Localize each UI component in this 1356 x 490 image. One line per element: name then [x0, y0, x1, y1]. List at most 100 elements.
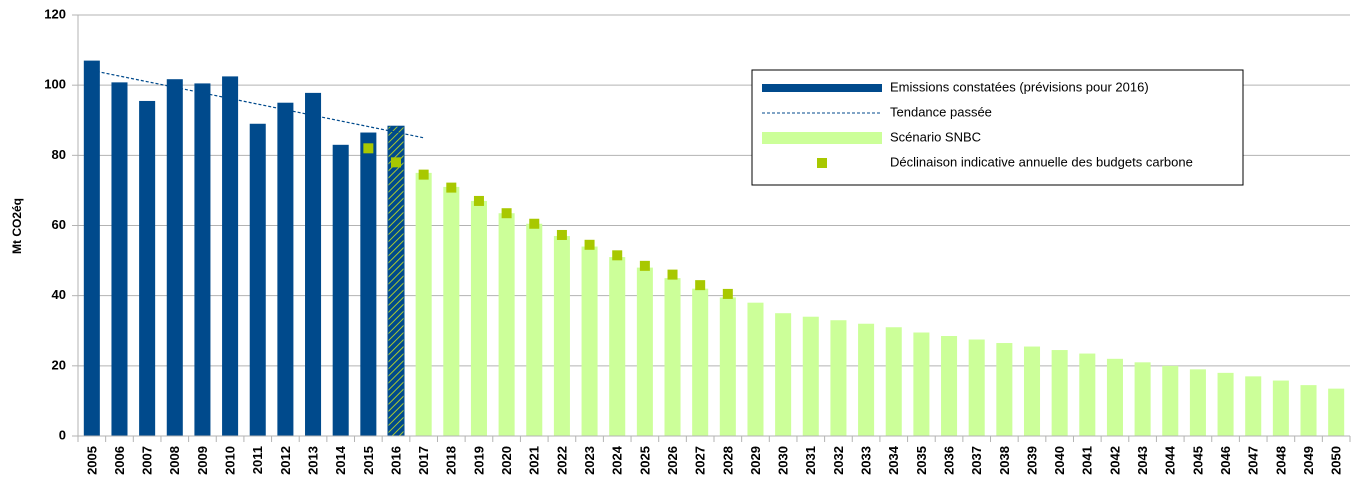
marker: [391, 157, 401, 168]
bar: [277, 102, 294, 436]
bar: [83, 60, 100, 436]
x-tick-label: 2011: [250, 446, 265, 474]
bar: [885, 327, 902, 436]
legend-label: Tendance passée: [890, 104, 992, 119]
x-tick-label: 2019: [471, 446, 486, 475]
x-tick-label: 2039: [1024, 446, 1039, 475]
bar: [222, 76, 239, 436]
x-tick-label: 2006: [112, 446, 127, 475]
x-tick-label: 2012: [278, 446, 293, 475]
y-tick-label: 120: [44, 6, 66, 21]
x-tick-label: 2046: [1218, 446, 1233, 475]
marker: [612, 250, 623, 261]
x-tick-label: 2036: [941, 446, 956, 475]
y-axis-title: Mt CO2éq: [10, 198, 24, 254]
marker: [501, 208, 512, 219]
x-tick-label: 2037: [969, 446, 984, 475]
bar: [360, 132, 377, 436]
bar: [664, 278, 681, 436]
marker: [667, 269, 678, 280]
x-tick-label: 2008: [167, 446, 182, 475]
marker: [639, 260, 650, 271]
x-tick-label: 2025: [637, 446, 652, 475]
bar: [775, 313, 792, 436]
bar: [305, 92, 322, 436]
x-tick-label: 2030: [776, 446, 791, 475]
bar: [1106, 358, 1123, 436]
marker: [418, 169, 429, 180]
bar: [470, 200, 487, 436]
bar: [526, 223, 543, 436]
x-tick-label: 2038: [997, 446, 1012, 475]
y-tick-label: 20: [52, 357, 66, 372]
x-tick-label: 2041: [1080, 446, 1095, 475]
y-tick-label: 0: [59, 427, 66, 442]
x-tick-label: 2016: [388, 446, 403, 475]
legend: Emissions constatées (prévisions pour 20…: [751, 69, 1244, 186]
x-tick-label: 2034: [886, 445, 901, 475]
legend-swatch: [817, 158, 827, 168]
x-tick-label: 2035: [914, 446, 929, 475]
y-tick-label: 80: [52, 147, 66, 162]
bar: [941, 336, 958, 436]
x-tick-label: 2010: [223, 446, 238, 475]
bar: [719, 297, 736, 436]
y-tick-label: 40: [52, 287, 66, 302]
bar: [636, 267, 653, 436]
x-tick-label: 2033: [859, 446, 874, 475]
bar: [553, 236, 570, 436]
x-tick-label: 2014: [333, 445, 348, 475]
x-tick-label: 2023: [582, 446, 597, 475]
legend-label: Déclinaison indicative annuelle des budg…: [890, 154, 1193, 169]
bar: [858, 323, 875, 436]
x-tick-label: 2031: [803, 446, 818, 475]
bar: [996, 343, 1013, 436]
marker: [556, 229, 567, 240]
bar: [968, 339, 985, 436]
bar: [249, 123, 266, 436]
trend-line: [91, 69, 424, 139]
legend-swatch: [762, 84, 882, 92]
x-tick-label: 2026: [665, 446, 680, 475]
marker: [722, 288, 733, 299]
bar: [1272, 380, 1289, 436]
bar: [139, 100, 156, 437]
bar: [1300, 385, 1317, 436]
x-tick-label: 2021: [527, 446, 542, 475]
legend-swatch: [762, 132, 882, 144]
x-tick-label: 2050: [1329, 446, 1344, 475]
x-tick-label: 2009: [195, 446, 210, 475]
x-tick-label: 2029: [748, 446, 763, 475]
bar: [415, 172, 432, 436]
y-tick-label: 60: [52, 217, 66, 232]
bar: [1189, 369, 1206, 436]
x-tick-label: 2022: [554, 446, 569, 475]
marker: [529, 218, 540, 229]
bar: [692, 288, 709, 436]
bar: [1079, 353, 1096, 436]
legend-label: Emissions constatées (prévisions pour 20…: [890, 79, 1149, 94]
y-tick-label: 100: [44, 77, 66, 92]
bar: [1245, 376, 1262, 436]
bar: [332, 144, 349, 436]
x-tick-label: 2007: [140, 446, 155, 475]
bar: [802, 316, 819, 436]
bar: [498, 213, 515, 436]
bar: [1023, 346, 1041, 436]
x-tick-label: 2044: [1163, 445, 1178, 475]
bar: [443, 186, 460, 436]
x-tick-label: 2042: [1107, 446, 1122, 475]
x-tick-label: 2024: [610, 445, 625, 475]
bar: [747, 302, 764, 436]
bar: [1217, 372, 1234, 436]
bar: [166, 79, 183, 436]
marker: [446, 182, 457, 193]
bar: [387, 125, 405, 437]
x-tick-label: 2020: [499, 446, 514, 475]
bar: [1162, 365, 1179, 436]
x-tick-label: 2032: [831, 446, 846, 475]
bar: [609, 257, 626, 436]
legend-label: Scénario SNBC: [890, 129, 981, 144]
x-tick-label: 2040: [1052, 446, 1067, 475]
x-tick-label: 2049: [1301, 446, 1316, 475]
